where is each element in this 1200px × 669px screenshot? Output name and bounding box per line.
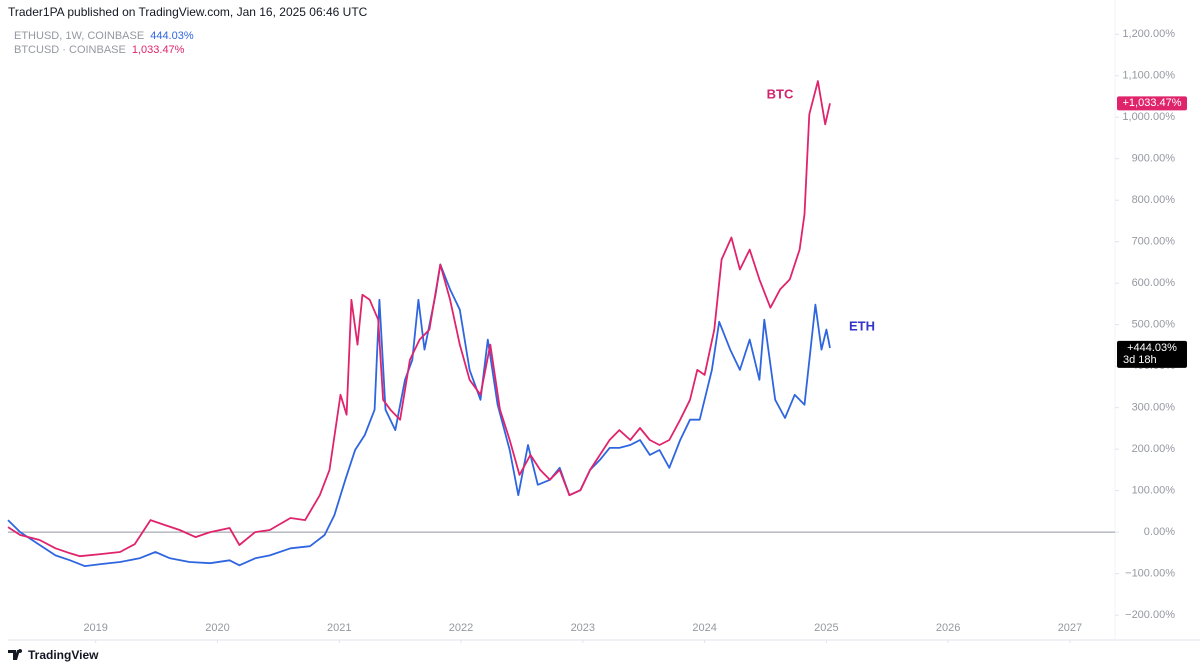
y-tick-label: 600.00% [1132,277,1176,289]
x-tick-label: 2019 [83,622,107,634]
y-tick-label: 200.00% [1132,443,1176,455]
x-tick-label: 2027 [1058,622,1082,634]
y-tick-label: −100.00% [1125,568,1175,580]
countdown-label: 3d 18h [1123,354,1157,366]
legend-entry: ETHUSD, 1W, COINBASE 444.03% [14,30,194,42]
series-annotation: BTC [767,86,794,101]
series-line [7,80,831,558]
y-tick-label: 100.00% [1132,485,1176,497]
x-tick-label: 2022 [449,622,473,634]
y-tick-label: 300.00% [1132,402,1176,414]
y-tick-label: −200.00% [1125,609,1175,621]
y-tick-label: 900.00% [1132,153,1176,165]
y-tick-label: 0.00% [1144,526,1175,538]
y-tick-label: 700.00% [1132,236,1176,248]
legend-name: ETHUSD, 1W, COINBASE [14,30,144,42]
y-tick-label: 1,100.00% [1122,70,1175,82]
x-tick-label: 2023 [571,622,595,634]
y-tick-label: 1,000.00% [1122,111,1175,123]
last-value-label: +1,033.47% [1122,97,1181,109]
series-annotation: ETH [849,318,875,333]
y-tick-label: 800.00% [1132,194,1176,206]
last-value-tag [1117,340,1187,368]
x-tick-label: 2020 [205,622,229,634]
last-value-tag [1117,96,1187,111]
x-tick-label: 2025 [814,622,838,634]
series-line [7,263,831,567]
last-value-label: +444.03% [1127,342,1177,354]
publisher-header: Trader1PA published on TradingView.com, … [8,5,368,19]
y-tick-label: 500.00% [1132,319,1176,331]
footer-logo [8,649,23,660]
x-tick-label: 2024 [692,622,716,634]
y-tick-label: 1,200.00% [1122,28,1175,40]
footer-brand: TradingView [28,648,99,662]
legend-name: BTCUSD · COINBASE [14,44,126,56]
x-tick-label: 2021 [327,622,351,634]
legend-value: 444.03% [150,30,194,42]
x-tick-label: 2026 [936,622,960,634]
legend-value: 1,033.47% [132,44,185,56]
legend-entry: BTCUSD · COINBASE 1,033.47% [14,44,185,56]
